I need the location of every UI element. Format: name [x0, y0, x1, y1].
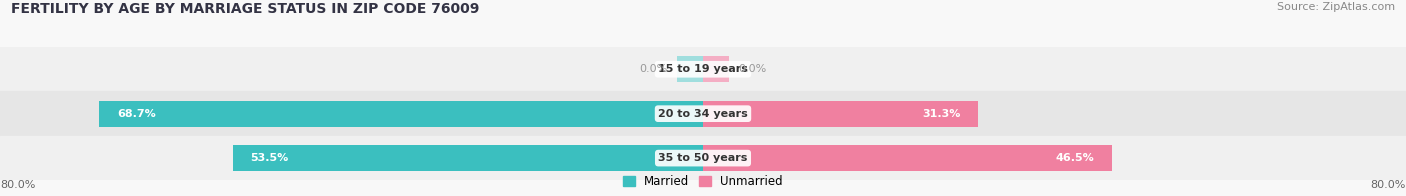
- Text: 31.3%: 31.3%: [922, 109, 960, 119]
- Text: 0.0%: 0.0%: [738, 64, 766, 74]
- Bar: [703, 145, 1112, 171]
- Bar: [0, 92, 1406, 136]
- Text: 80.0%: 80.0%: [0, 180, 35, 190]
- Bar: [703, 101, 979, 127]
- Bar: [0, 136, 1406, 180]
- Text: 68.7%: 68.7%: [117, 109, 156, 119]
- Text: 53.5%: 53.5%: [250, 153, 288, 163]
- Legend: Married, Unmarried: Married, Unmarried: [620, 172, 786, 190]
- Text: 0.0%: 0.0%: [640, 64, 668, 74]
- Text: 46.5%: 46.5%: [1056, 153, 1094, 163]
- Text: Source: ZipAtlas.com: Source: ZipAtlas.com: [1277, 2, 1395, 12]
- Bar: [100, 101, 703, 127]
- Bar: [233, 145, 703, 171]
- Text: 20 to 34 years: 20 to 34 years: [658, 109, 748, 119]
- Text: 15 to 19 years: 15 to 19 years: [658, 64, 748, 74]
- Bar: [0, 47, 1406, 92]
- Bar: [703, 56, 730, 82]
- Text: 80.0%: 80.0%: [1371, 180, 1406, 190]
- Text: 35 to 50 years: 35 to 50 years: [658, 153, 748, 163]
- Bar: [676, 56, 703, 82]
- Text: FERTILITY BY AGE BY MARRIAGE STATUS IN ZIP CODE 76009: FERTILITY BY AGE BY MARRIAGE STATUS IN Z…: [11, 2, 479, 16]
